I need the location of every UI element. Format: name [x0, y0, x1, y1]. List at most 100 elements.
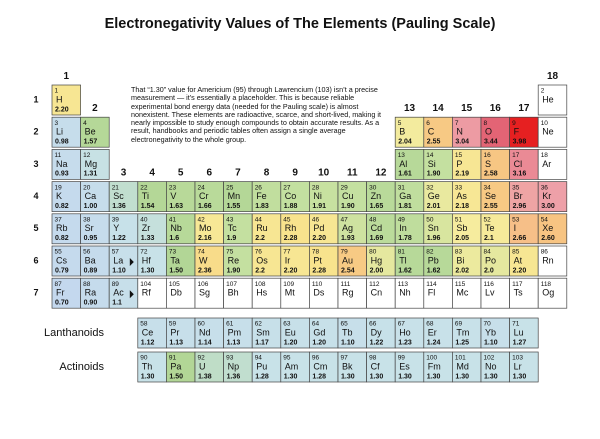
group-label: 1 — [64, 71, 70, 82]
cell-box — [452, 116, 482, 148]
electronegativity: 1.50 — [169, 373, 183, 380]
atomic-number: 48 — [369, 217, 377, 224]
element-symbol: Ga — [399, 191, 411, 201]
cell-box — [337, 181, 367, 212]
electronegativity: 1.17 — [255, 339, 269, 346]
element-cell: 9F 3.98 — [509, 116, 539, 148]
cell-box — [51, 116, 81, 148]
element-symbol: Lv — [485, 288, 495, 298]
electronegativity: 1.28 — [255, 373, 269, 380]
atomic-number: 67 — [398, 321, 406, 328]
element-symbol: Te — [485, 223, 495, 233]
cell-box — [80, 149, 110, 180]
group-label: 13 — [404, 103, 416, 114]
electronegativity: 1.54 — [141, 203, 155, 210]
element-symbol: Ge — [428, 191, 440, 201]
electronegativity: 2.20 — [312, 235, 326, 242]
element-symbol: Rn — [542, 255, 554, 265]
element-symbol: Bi — [456, 255, 464, 265]
electronegativity: 0.82 — [55, 203, 69, 210]
atomic-number: 54 — [541, 217, 549, 224]
element-symbol: Pt — [313, 255, 322, 265]
cell-box — [280, 181, 310, 212]
element-cell: 74W 2.36 — [194, 245, 224, 277]
period-label: 6 — [33, 255, 38, 265]
atomic-number: 60 — [198, 321, 206, 328]
element-symbol: W — [199, 255, 208, 265]
arrow — [129, 290, 134, 299]
electronegativity: 3.00 — [541, 203, 555, 210]
atomic-number: 63 — [283, 321, 291, 328]
element-symbol: Es — [399, 361, 410, 371]
electronegativity: 1.61 — [398, 171, 412, 178]
electronegativity: 1.78 — [398, 235, 412, 242]
element-symbol: Li — [56, 127, 63, 137]
atomic-number: 4 — [83, 120, 87, 127]
group-label: 18 — [547, 71, 559, 82]
cell-box — [537, 84, 568, 116]
element-symbol: Ag — [342, 223, 353, 233]
atomic-number: 84 — [484, 249, 492, 256]
atomic-number: 106 — [198, 281, 209, 288]
element-symbol: Ds — [313, 288, 324, 298]
element-cell: 2He — [537, 84, 568, 116]
electronegativity: 1.65 — [370, 203, 384, 210]
electronegativity: 2.00 — [370, 267, 384, 274]
element-symbol: Ce — [142, 327, 154, 337]
atomic-number: 30 — [369, 184, 377, 191]
cell-box — [280, 213, 310, 245]
element-symbol: Zr — [142, 223, 151, 233]
element-symbol: Hs — [256, 288, 267, 298]
atomic-number: 47 — [341, 217, 349, 224]
electronegativity: 1.6 — [169, 235, 179, 242]
electronegativity: 1.31 — [84, 171, 98, 178]
element-symbol: F — [514, 127, 520, 137]
element-cell: 7N 3.04 — [452, 116, 482, 148]
atomic-number: 8 — [484, 120, 488, 127]
group-label: 15 — [461, 103, 473, 114]
cell-box — [537, 245, 568, 277]
element-cell: 23V 1.63 — [166, 181, 196, 212]
element-symbol: As — [456, 191, 467, 201]
atomic-number: 75 — [226, 249, 234, 256]
cell-box — [394, 317, 425, 349]
element-symbol: Mc — [456, 288, 468, 298]
atomic-number: 112 — [369, 281, 380, 288]
element-symbol: Cm — [313, 361, 327, 371]
cell-box — [480, 213, 510, 245]
electronegativity: 1.55 — [227, 203, 241, 210]
cell-box — [108, 245, 139, 277]
element-symbol: Ar — [542, 159, 551, 169]
cell-box — [280, 277, 310, 309]
group-label: 6 — [207, 168, 213, 179]
cell-box — [452, 181, 482, 212]
element-cell: 8O 3.44 — [480, 116, 510, 148]
cell-box — [166, 317, 196, 349]
electronegativity: 2.16 — [198, 235, 212, 242]
atomic-number: 108 — [255, 281, 266, 288]
electronegativity: 1.30 — [284, 373, 298, 380]
cell-box — [452, 213, 482, 245]
atomic-number: 118 — [541, 281, 552, 288]
period-label: 2 — [33, 127, 38, 137]
element-symbol: Ir — [285, 255, 291, 265]
electronegativity: 1.66 — [198, 203, 212, 210]
